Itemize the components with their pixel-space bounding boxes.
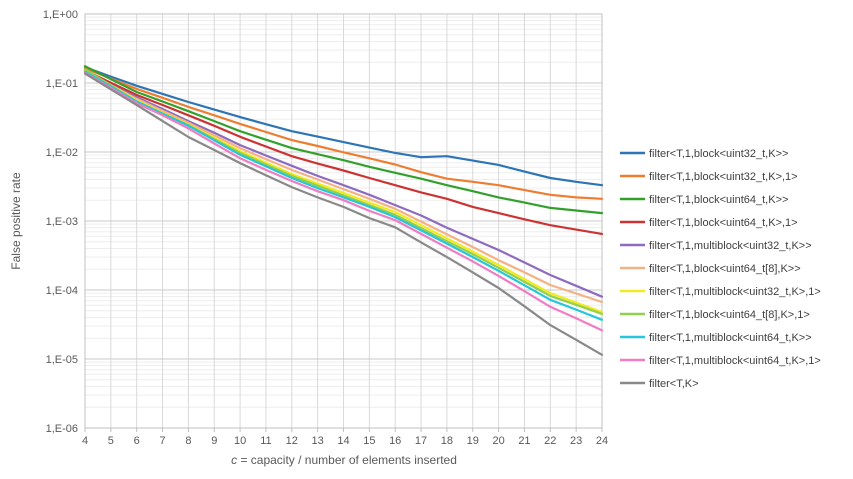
legend-label: filter<T,1,block<uint64_t[8],K>,1> xyxy=(649,309,810,321)
series-line-10 xyxy=(83,72,604,356)
x-tick-label: 18 xyxy=(441,435,453,447)
series-line-0 xyxy=(83,65,604,187)
series-line-5 xyxy=(83,69,604,304)
series-line-1 xyxy=(83,67,604,200)
x-tick-label: 13 xyxy=(312,435,324,447)
y-axis-title: False positive rate xyxy=(9,172,23,270)
y-tick-label: 1,E+00 xyxy=(43,9,78,21)
x-tick-label: 24 xyxy=(596,435,608,447)
legend-label: filter<T,1,block<uint32_t,K>> xyxy=(649,148,788,160)
x-tick-label: 15 xyxy=(363,435,375,447)
x-tick-label: 11 xyxy=(260,435,271,447)
y-tick-label: 1,E-01 xyxy=(46,78,78,90)
legend-label: filter<T,1,multiblock<uint32_t,K>> xyxy=(649,240,812,252)
x-tick-label: 4 xyxy=(82,435,88,447)
x-tick-label: 17 xyxy=(415,435,427,447)
x-tick-label: 16 xyxy=(389,435,401,447)
x-tick-label: 5 xyxy=(108,435,114,447)
x-axis-title: c = capacity / number of elements insert… xyxy=(231,453,457,467)
series-line-9 xyxy=(83,71,604,332)
legend-label: filter<T,1,block<uint64_t[8],K>> xyxy=(649,263,801,275)
x-tick-label: 9 xyxy=(211,435,217,447)
legend-label: filter<T,1,multiblock<uint64_t,K>> xyxy=(649,332,812,344)
x-axis-title-variable: c xyxy=(231,453,238,467)
series-line-2 xyxy=(83,65,604,215)
y-tick-label: 1,E-03 xyxy=(46,216,78,228)
x-tick-label: 8 xyxy=(185,435,191,447)
series-line-8 xyxy=(83,70,604,321)
legend-label: filter<T,1,block<uint64_t,K>> xyxy=(649,194,788,206)
x-tick-label: 10 xyxy=(234,435,246,447)
x-tick-label: 23 xyxy=(570,435,582,447)
x-axis-title-rest: = capacity / number of elements inserted xyxy=(237,453,457,467)
plot-border xyxy=(84,13,603,429)
y-tick-label: 1,E-04 xyxy=(46,285,78,297)
y-tick-label: 1,E-02 xyxy=(46,147,78,159)
x-tick-label: 14 xyxy=(337,435,349,447)
legend-label: filter<T,1,multiblock<uint64_t,K>,1> xyxy=(649,355,821,367)
legend-label: filter<T,1,multiblock<uint32_t,K>,1> xyxy=(649,286,821,298)
x-tick-label: 21 xyxy=(518,435,530,447)
x-tick-label: 19 xyxy=(467,435,479,447)
legend-label: filter<T,1,block<uint32_t,K>,1> xyxy=(649,171,798,183)
x-tick-label: 6 xyxy=(134,435,140,447)
x-tick-label: 7 xyxy=(159,435,165,447)
x-tick-label: 12 xyxy=(286,435,298,447)
legend-label: filter<T,1,block<uint64_t,K>,1> xyxy=(649,217,798,229)
legend-label: filter<T,K> xyxy=(649,378,699,390)
x-tick-label: 20 xyxy=(492,435,504,447)
series-line-3 xyxy=(83,69,604,235)
y-tick-label: 1,E-05 xyxy=(46,354,78,366)
y-tick-label: 1,E-06 xyxy=(46,423,78,435)
series-line-4 xyxy=(83,71,604,298)
x-tick-label: 22 xyxy=(544,435,556,447)
